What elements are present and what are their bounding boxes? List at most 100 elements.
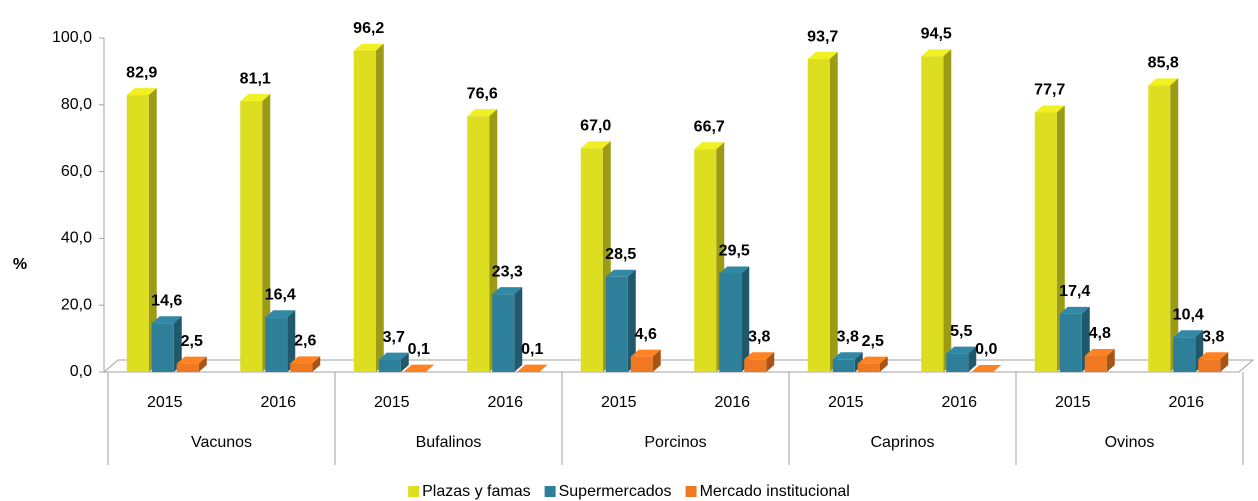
bar [832, 359, 855, 372]
data-label: 77,7 [1034, 82, 1065, 99]
y-tick-label: 100,0 [52, 29, 92, 46]
bar-side [741, 266, 750, 372]
bar-top [630, 349, 661, 357]
bar-side [198, 356, 207, 372]
group-label: Bufalinos [416, 434, 482, 451]
bar [694, 149, 717, 372]
bar-top [580, 141, 611, 149]
bar-top [719, 266, 750, 274]
bar [265, 317, 288, 372]
legend-swatch [685, 486, 697, 497]
bar [1059, 313, 1082, 372]
bar-top [857, 356, 888, 364]
x-tick-label: 2015 [147, 394, 183, 411]
bar-side [854, 352, 863, 372]
bar-side [539, 364, 548, 372]
data-label: 14,6 [151, 292, 182, 309]
legend-label: Mercado institucional [700, 483, 850, 500]
bar [176, 363, 199, 372]
bar [492, 294, 515, 372]
bar-top [353, 43, 384, 51]
bar-top [126, 88, 157, 96]
legend-label: Plazas y famas [422, 483, 530, 500]
y-tick-label: 0,0 [70, 363, 92, 380]
bar-side [425, 364, 434, 372]
y-tick-label: 60,0 [61, 163, 92, 180]
data-label: 0,1 [408, 341, 430, 358]
data-label: 0,0 [975, 341, 997, 358]
bar [719, 273, 742, 372]
data-label: 2,6 [294, 333, 316, 350]
bar [151, 323, 174, 372]
bar-side [968, 346, 977, 372]
data-label: 4,6 [635, 326, 657, 343]
group-label: Porcinos [644, 434, 706, 451]
data-label: 2,5 [181, 333, 203, 350]
x-tick-label: 2016 [941, 394, 977, 411]
bar-top [403, 364, 434, 372]
x-tick-label: 2015 [1055, 394, 1091, 411]
data-label: 67,0 [580, 117, 611, 134]
bar-top [151, 316, 182, 324]
bar [605, 276, 628, 372]
data-label: 66,7 [694, 118, 725, 135]
y-tick-label: 80,0 [61, 96, 92, 113]
x-tick-label: 2015 [374, 394, 410, 411]
data-label: 85,8 [1148, 55, 1179, 72]
data-label: 3,8 [748, 329, 770, 346]
bar [1198, 359, 1221, 372]
bar-side [287, 310, 296, 372]
bar-side [1220, 352, 1229, 372]
data-label: 3,8 [1202, 329, 1224, 346]
bar-top [378, 352, 409, 360]
y-tick-label: 20,0 [61, 296, 92, 313]
data-label: 96,2 [353, 20, 384, 37]
data-label: 94,5 [921, 26, 952, 43]
bar-top [694, 142, 725, 150]
bar-top [744, 352, 775, 360]
x-tick-label: 2016 [487, 394, 523, 411]
legend-swatch [408, 486, 420, 497]
bar [353, 50, 376, 372]
group-label: Ovinos [1105, 434, 1155, 451]
data-label: 0,1 [521, 341, 543, 358]
x-tick-label: 2016 [714, 394, 750, 411]
group-label: Vacunos [191, 434, 252, 451]
bar [744, 359, 767, 372]
legend-label: Supermercados [559, 483, 672, 500]
bar-top [467, 109, 498, 117]
bar-top [290, 356, 321, 364]
bar-top [832, 352, 863, 360]
data-label: 23,3 [492, 263, 523, 280]
data-label: 76,6 [467, 85, 498, 102]
bar [1084, 355, 1107, 372]
bar-side [1056, 105, 1065, 373]
bar [630, 356, 653, 372]
data-label: 82,9 [126, 64, 157, 81]
bar [240, 101, 263, 372]
data-label: 3,8 [837, 329, 859, 346]
bar-top [1173, 330, 1204, 338]
y-tick-label: 40,0 [61, 230, 92, 247]
bar [126, 95, 149, 372]
bar-side [312, 356, 321, 372]
bar-side [173, 316, 182, 372]
bar [807, 59, 830, 373]
data-label: 10,4 [1173, 306, 1204, 323]
bar [580, 148, 603, 372]
data-label: 17,4 [1059, 283, 1090, 300]
bar-side [766, 352, 775, 372]
bar-top [1059, 306, 1090, 314]
x-tick-label: 2015 [828, 394, 864, 411]
x-tick-label: 2016 [260, 394, 296, 411]
bar-top [517, 364, 548, 372]
x-tick-label: 2015 [601, 394, 637, 411]
bar [467, 116, 490, 372]
bar-top [807, 52, 838, 60]
bar-side [514, 287, 523, 372]
bar-top [1034, 105, 1065, 113]
bar-top [265, 310, 296, 318]
bar-top [1148, 78, 1179, 86]
bar-side [375, 43, 384, 372]
